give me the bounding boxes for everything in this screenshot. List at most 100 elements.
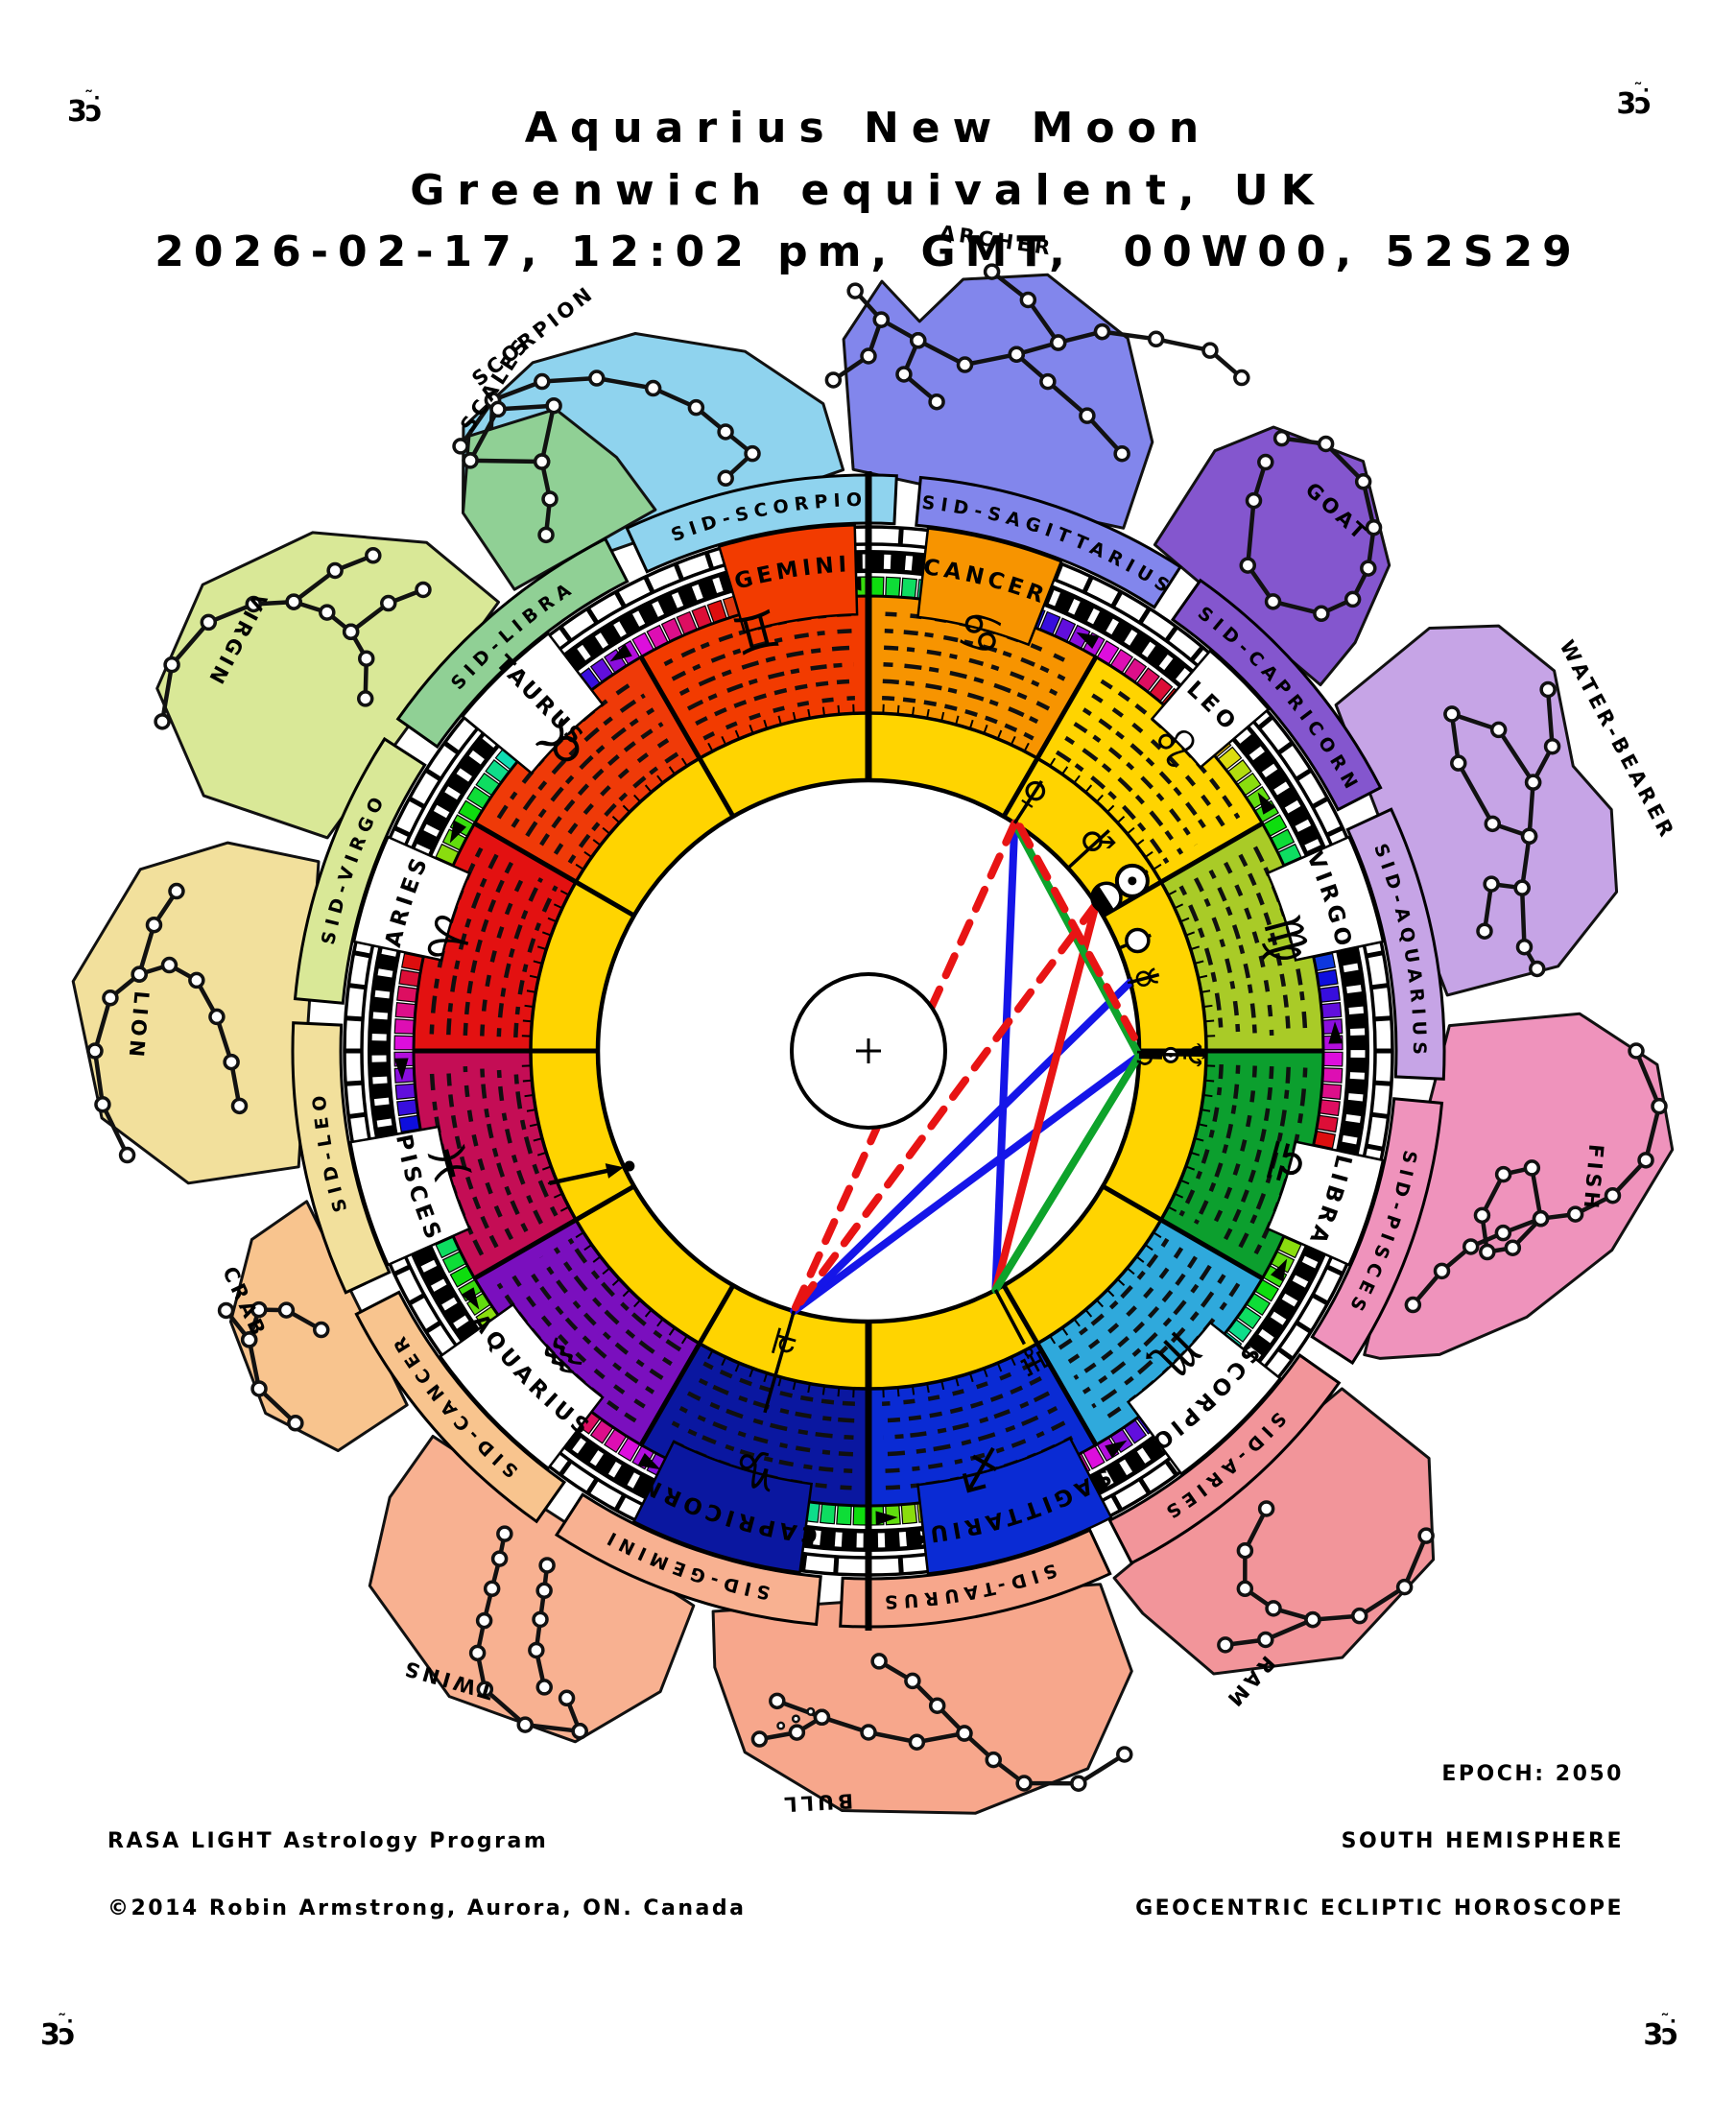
star-dot xyxy=(824,371,843,389)
hexagram-dash-row xyxy=(678,645,853,696)
cusp-marker-triangle xyxy=(1257,792,1276,815)
hexagram-dash-row xyxy=(496,1282,637,1423)
constellation-crab: CRAB xyxy=(217,1200,409,1452)
star-dot xyxy=(1604,1186,1622,1204)
star-dot xyxy=(200,613,218,632)
om-symbol-icon: 3 ˜· ɔ xyxy=(1616,80,1652,121)
star-dot xyxy=(928,393,945,411)
constellation-label: ARCHER xyxy=(939,221,1056,259)
star-dot xyxy=(588,370,606,387)
star-chain xyxy=(1014,352,1124,456)
star-dot xyxy=(1489,721,1508,739)
star-dot xyxy=(1116,1746,1133,1763)
star-chain xyxy=(92,963,242,1156)
hexagram-dash-row xyxy=(1055,750,1170,865)
hexagram-dash-row xyxy=(702,696,855,741)
degree-tick xyxy=(1318,1099,1341,1117)
star-dot xyxy=(895,366,913,383)
hexagram-dash-row xyxy=(1073,1255,1198,1380)
degree-tick xyxy=(396,985,419,1003)
sid-arc-sid-pisces xyxy=(1310,1097,1444,1366)
star-dot xyxy=(1360,560,1377,577)
star-dot xyxy=(490,1550,509,1567)
hexagram-dash-row xyxy=(511,693,646,828)
hexagram-dash-row xyxy=(463,1066,513,1241)
star-dot xyxy=(1523,1159,1541,1177)
hexagram-dash-row xyxy=(567,750,682,865)
hexagram-dash-row xyxy=(883,1391,1051,1440)
star-dot xyxy=(358,650,375,667)
star-dot xyxy=(342,623,360,641)
star-dot xyxy=(1484,815,1502,833)
aspect-blue xyxy=(790,1051,1143,1316)
planet-pointer xyxy=(1066,829,1110,870)
degree-tick xyxy=(900,1502,918,1525)
constellation-virgin: VIRGIN xyxy=(154,531,500,840)
star-dot xyxy=(956,1725,973,1742)
planet-pointer xyxy=(993,1289,1026,1346)
star-dot xyxy=(541,490,559,508)
hexagram-dash-row xyxy=(1208,1065,1257,1233)
star-dot xyxy=(483,1580,501,1598)
star-dot xyxy=(188,971,205,989)
om-symbol-icon: 3 ˜· ɔ xyxy=(1643,2011,1678,2052)
star-dot xyxy=(1201,342,1219,359)
star-dot xyxy=(1494,1165,1512,1183)
star-dot xyxy=(545,396,562,415)
sid-arc-sid-virgo xyxy=(293,736,427,1005)
degree-tick xyxy=(394,1001,417,1019)
star-dot xyxy=(277,1301,296,1319)
star-dot xyxy=(788,1724,806,1741)
star-dot xyxy=(365,547,382,564)
star-dot xyxy=(230,1097,249,1115)
hexagram-dash-row xyxy=(1082,1264,1212,1395)
degree-tick xyxy=(393,1018,416,1035)
hexagram-dash-row xyxy=(539,1255,664,1380)
sid-arc-sid-sagittarius xyxy=(915,475,1183,609)
star-dot xyxy=(1515,938,1534,956)
star-dot xyxy=(1217,1636,1234,1654)
star-dot xyxy=(1008,346,1026,363)
degree-tick xyxy=(1318,985,1341,1003)
planet-pointer xyxy=(1138,1055,1162,1060)
star-dot xyxy=(1015,1775,1033,1792)
sign-label-wedge xyxy=(348,1125,471,1267)
star-dot xyxy=(1529,960,1546,978)
star-dot xyxy=(750,1730,769,1748)
om-symbol-icon: 3 ˜· ɔ xyxy=(67,87,103,129)
hexagram-dash-row xyxy=(463,861,513,1036)
star-dot xyxy=(1147,330,1165,348)
degree-tick xyxy=(1322,1051,1344,1067)
planet-pluto xyxy=(1118,927,1152,954)
star-dot xyxy=(217,1301,235,1320)
star-dot xyxy=(1566,1205,1584,1223)
star-dot xyxy=(1257,1631,1274,1649)
hexagram-dash-row xyxy=(686,662,854,711)
hexagram-dash-row xyxy=(553,735,673,855)
hexagram-dash-row xyxy=(1238,853,1291,1036)
sign-label-wedge xyxy=(1266,1140,1385,1267)
star-dot xyxy=(160,956,178,974)
star-dot xyxy=(476,1681,494,1698)
star-dot xyxy=(908,1733,926,1751)
sign-label-wedge xyxy=(461,632,605,775)
hexagram-dash-row xyxy=(1064,1247,1184,1367)
hexagram-dash-row xyxy=(1208,869,1257,1037)
epoch-label: EPOCH: 2050 xyxy=(1441,1762,1624,1786)
chart-type-label: GEOCENTRIC ECLIPTIC HOROSCOPE xyxy=(1135,1896,1624,1920)
star-dot xyxy=(208,1008,226,1026)
sign-label-wedge xyxy=(916,527,1063,647)
star-dot xyxy=(356,690,374,707)
star-dot xyxy=(1504,1239,1522,1256)
cusp-marker-triangle xyxy=(393,1058,409,1081)
star-dot xyxy=(462,452,479,469)
star-chain xyxy=(1411,1050,1662,1307)
star-dot xyxy=(1236,1541,1254,1560)
star-cluster-dot xyxy=(806,1706,816,1716)
star-dot xyxy=(1483,875,1500,893)
sid-arc-sid-cancer xyxy=(354,1290,567,1524)
star-dot xyxy=(496,1525,513,1542)
star-dot xyxy=(870,1653,888,1670)
constellation-lion: LION xyxy=(71,841,321,1185)
aspect-red-dashed xyxy=(1015,823,1143,1051)
